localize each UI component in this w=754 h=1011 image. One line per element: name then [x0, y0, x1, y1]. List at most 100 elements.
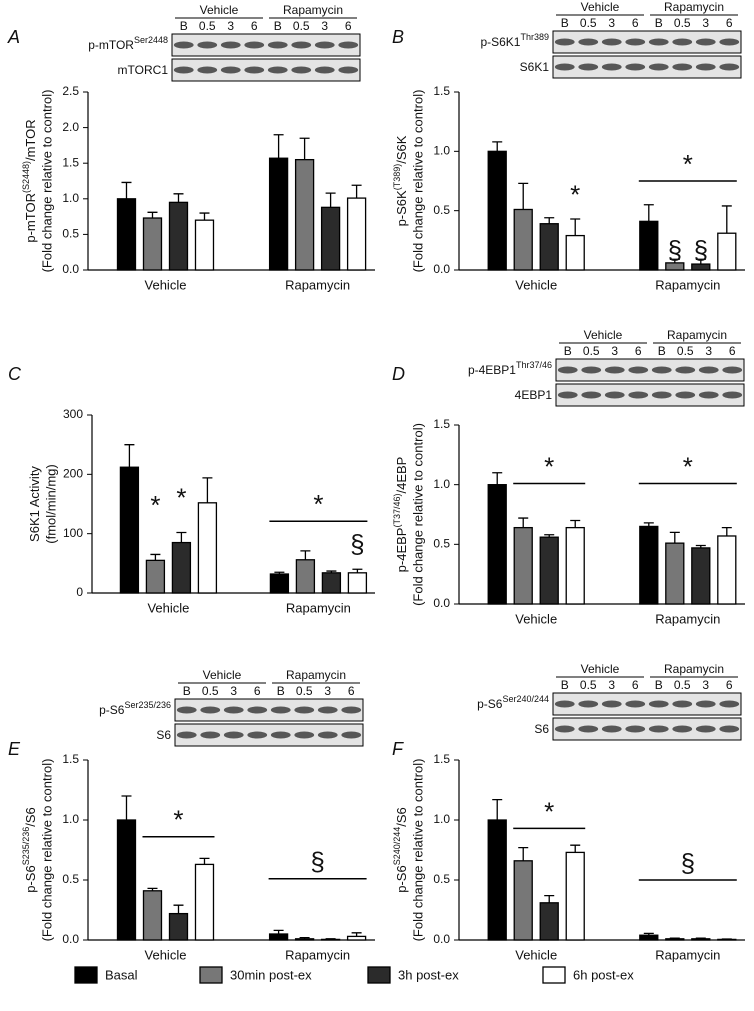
bar [665, 542, 685, 605]
bar [717, 232, 737, 271]
bar [294, 938, 315, 941]
error-bar [274, 571, 285, 575]
blot-band [176, 731, 197, 739]
y-tick-label: 0.5 [62, 227, 79, 241]
blot-band [648, 38, 669, 46]
blot-lane: 6 [632, 678, 639, 692]
legend-label: Basal [105, 967, 138, 982]
blot-lane: B [274, 19, 282, 33]
y-axis-label-part: p-S6K [394, 190, 409, 226]
y-axis-label-part: (S2448) [21, 161, 31, 193]
y-tick-label: 0.0 [433, 596, 450, 610]
blot-lane: B [655, 16, 663, 30]
blot-lane: 3 [324, 684, 331, 698]
panel-letter: E [8, 739, 21, 759]
panel-letter: D [392, 364, 405, 384]
error-bar [150, 553, 161, 561]
blot-row-label: S6 [156, 728, 171, 742]
blot-lane: 6 [251, 19, 258, 33]
bar [320, 938, 341, 941]
error-bar [351, 184, 362, 199]
blot-lane: B [277, 684, 285, 698]
significance-mark: * [173, 805, 183, 835]
bar [145, 559, 166, 594]
blot-band [648, 725, 669, 733]
blot-band [557, 366, 578, 374]
error-bar [669, 531, 680, 544]
blot-group: Vehicle [203, 668, 242, 682]
error-bar [202, 477, 213, 503]
bar [639, 220, 659, 271]
blot-band [675, 391, 696, 399]
bar [639, 525, 659, 605]
y-tick-label: 2.0 [62, 120, 79, 134]
legend-label: 6h post-ex [573, 967, 634, 982]
blot-group: Vehicle [581, 0, 620, 14]
blot-lane: 3 [608, 16, 615, 30]
blot-row-label: p-S6Ser240/244 [477, 694, 549, 711]
blot-row-label-main: S6 [156, 728, 171, 742]
error-bar [643, 932, 654, 936]
y-axis-label: p-S6K(T389)/S6K [392, 135, 409, 226]
blot-band [294, 706, 315, 714]
bar [565, 526, 585, 605]
y-tick-label: 1.5 [433, 84, 450, 98]
bar [320, 206, 341, 271]
blot-band [578, 63, 599, 71]
blot-band [604, 366, 625, 374]
blot-band [719, 38, 740, 46]
error-bar [518, 517, 529, 528]
error-bar [695, 258, 706, 265]
blot-band [695, 700, 716, 708]
blot-lane: 3 [227, 19, 234, 33]
blot-band [173, 66, 194, 74]
blot-lane: 0.5 [677, 344, 694, 358]
blot-lane: 3 [611, 344, 618, 358]
error-bar [352, 568, 363, 573]
blot-band [578, 725, 599, 733]
error-bar [325, 192, 336, 208]
y-tick-label: 0.0 [62, 262, 79, 276]
blot-band [648, 700, 669, 708]
blot-row-label: p-S6Ser235/236 [99, 700, 171, 717]
error-bar [492, 472, 503, 485]
error-bar [173, 193, 184, 203]
y-axis-label: S6K1 Activity [27, 466, 42, 542]
bar [119, 466, 140, 594]
y-axis-label-2: (Fold change relative to control) [410, 90, 425, 273]
x-tick-label: Vehicle [145, 277, 187, 292]
blot-lane: 6 [348, 684, 355, 698]
blot-group: Vehicle [200, 3, 239, 17]
blot-band [628, 366, 649, 374]
y-axis-label-part: p-4EBP [394, 528, 409, 573]
blot-band [672, 725, 693, 733]
blot-lane: B [564, 344, 572, 358]
significance-mark: * [544, 796, 554, 826]
y-axis-label-part: /S6 [394, 807, 409, 827]
blot-band [314, 41, 335, 49]
blot-band [625, 38, 646, 46]
blot-band [601, 700, 622, 708]
y-axis-label: p-S6S235/236/S6 [21, 807, 38, 893]
blot-row-label-sup: Thr37/46 [516, 360, 552, 370]
blot-band [223, 731, 244, 739]
blot-band [554, 725, 575, 733]
blot-lane: B [561, 16, 569, 30]
blot-lane: B [180, 19, 188, 33]
blot-band [581, 366, 602, 374]
blot-row-label-main: mTORC1 [118, 63, 169, 77]
blot-band [604, 391, 625, 399]
error-bar [492, 798, 503, 820]
blot-band [176, 706, 197, 714]
blot-group: Rapamycin [664, 0, 724, 14]
blot-lane: 3 [702, 678, 709, 692]
blot-group: Rapamycin [664, 662, 724, 676]
bar [269, 573, 290, 594]
bar [717, 535, 737, 605]
significance-mark: § [310, 847, 324, 877]
error-bar [721, 526, 732, 536]
y-axis-label-part: /S6K [394, 135, 409, 164]
significance-mark: * [683, 451, 693, 481]
blot-band [625, 725, 646, 733]
bar [565, 234, 585, 271]
